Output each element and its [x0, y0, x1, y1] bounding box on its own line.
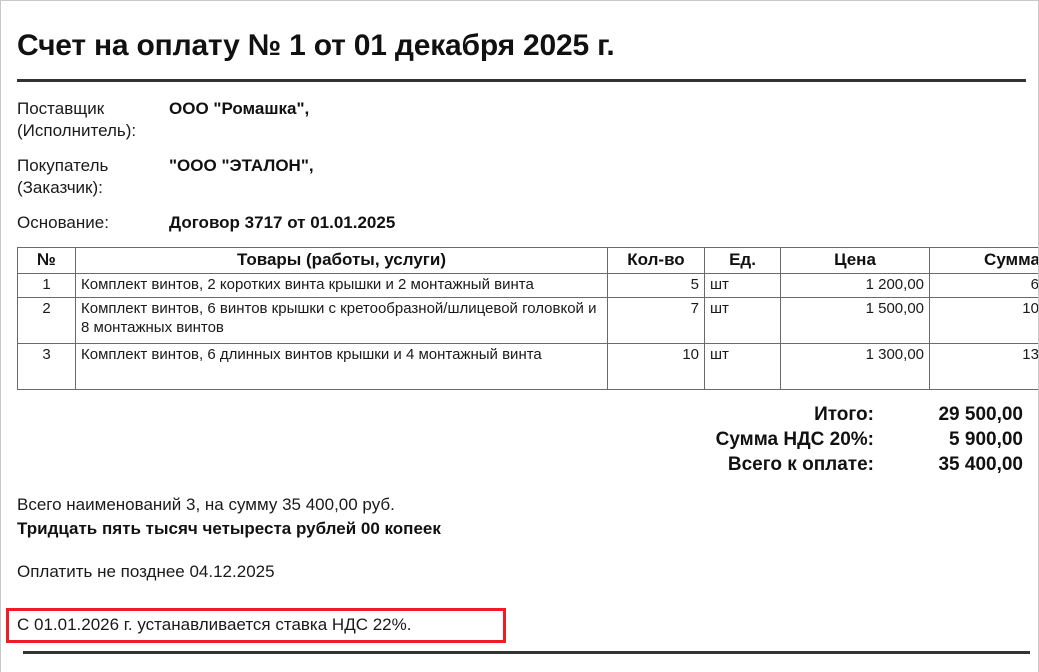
total-row-vat: Сумма НДС 20%: 5 900,00: [17, 427, 1028, 452]
header-num: №: [17, 247, 76, 274]
title-divider: [17, 79, 1026, 82]
vat-note-highlight: С 01.01.2026 г. устанавливается ставка Н…: [6, 608, 506, 643]
basis-value: Договор 3717 от 01.01.2025: [169, 213, 396, 232]
buyer-row: Покупатель (Заказчик): "ООО "ЭТАЛОН",: [17, 155, 1027, 199]
cell-qty: 5: [607, 273, 705, 298]
cell-price: 1 300,00: [780, 343, 930, 390]
buyer-label-line1: Покупатель: [17, 156, 109, 175]
supplier-label-line1: Поставщик: [17, 99, 105, 118]
page-title: Счет на оплату № 1 от 01 декабря 2025 г.: [17, 29, 615, 62]
cell-unit: шт: [704, 343, 781, 390]
total-value-vat: 5 900,00: [949, 429, 1023, 450]
amount-in-words: Тридцать пять тысяч четыреста рублей 00 …: [17, 519, 441, 538]
basis-label-line1: Основание:: [17, 213, 109, 232]
total-label-vat: Сумма НДС 20%:: [715, 429, 874, 450]
cell-sum: 13 000,00: [929, 343, 1038, 390]
header-qty: Кол-во: [607, 247, 705, 274]
header-name: Товары (работы, услуги): [75, 247, 608, 274]
footer-block: Всего наименований 3, на сумму 35 400,00…: [17, 493, 1027, 583]
vat-rate-note: С 01.01.2026 г. устанавливается ставка Н…: [6, 608, 506, 643]
table-row: 1 Комплект винтов, 2 коротких винта крыш…: [17, 273, 1038, 298]
total-value-subtotal: 29 500,00: [938, 404, 1023, 425]
cell-num: 3: [17, 343, 76, 390]
header-price: Цена: [780, 247, 930, 274]
total-row-subtotal: Итого: 29 500,00: [17, 402, 1028, 427]
supplier-value: ООО "Ромашка",: [169, 99, 310, 118]
cell-name: Комплект винтов, 6 длинных винтов крышки…: [75, 343, 608, 390]
cell-name: Комплект винтов, 6 винтов крышки с крето…: [75, 297, 608, 344]
parties-block: Поставщик (Исполнитель): ООО "Ромашка", …: [17, 98, 1027, 234]
invoice-body: Счет на оплату № 1 от 01 декабря 2025 г.…: [17, 1, 1038, 583]
total-row-grand: Всего к оплате: 35 400,00: [17, 452, 1028, 477]
supplier-row: Поставщик (Исполнитель): ООО "Ромашка",: [17, 98, 1027, 142]
table-header-row: № Товары (работы, услуги) Кол-во Ед. Цен…: [17, 247, 1038, 274]
payment-deadline: Оплатить не позднее 04.12.2025: [17, 562, 275, 581]
basis-row: Основание: Договор 3717 от 01.01.2025: [17, 212, 1027, 234]
cell-qty: 7: [607, 297, 705, 344]
cell-price: 1 500,00: [780, 297, 930, 344]
cell-num: 1: [17, 273, 76, 298]
buyer-label: Покупатель (Заказчик):: [17, 155, 169, 199]
cell-qty: 10: [607, 343, 705, 390]
cell-sum: 6 000,00: [929, 273, 1038, 298]
cell-name: Комплект винтов, 2 коротких винта крышки…: [75, 273, 608, 298]
total-label-subtotal: Итого:: [814, 404, 874, 425]
cell-unit: шт: [704, 297, 781, 344]
cell-price: 1 200,00: [780, 273, 930, 298]
basis-label: Основание:: [17, 212, 169, 234]
table-row: 3 Комплект винтов, 6 длинных винтов крыш…: [17, 343, 1038, 390]
buyer-label-line2: (Заказчик):: [17, 178, 103, 197]
items-table: № Товары (работы, услуги) Кол-во Ед. Цен…: [17, 247, 1038, 390]
total-label-grand: Всего к оплате:: [727, 454, 874, 475]
bottom-divider: [23, 651, 1030, 654]
header-unit: Ед.: [704, 247, 781, 274]
cell-num: 2: [17, 297, 76, 344]
header-sum: Сумма: [929, 247, 1038, 274]
supplier-label: Поставщик (Исполнитель):: [17, 98, 169, 142]
cell-sum: 10 500,00: [929, 297, 1038, 344]
total-value-grand: 35 400,00: [938, 454, 1023, 475]
cell-unit: шт: [704, 273, 781, 298]
totals-block: Итого: 29 500,00 Сумма НДС 20%: 5 900,00…: [17, 402, 1028, 477]
buyer-value: "ООО "ЭТАЛОН",: [169, 156, 314, 175]
table-row: 2 Комплект винтов, 6 винтов крышки с кре…: [17, 297, 1038, 344]
supplier-label-line2: (Исполнитель):: [17, 121, 137, 140]
items-summary: Всего наименований 3, на сумму 35 400,00…: [17, 495, 395, 514]
